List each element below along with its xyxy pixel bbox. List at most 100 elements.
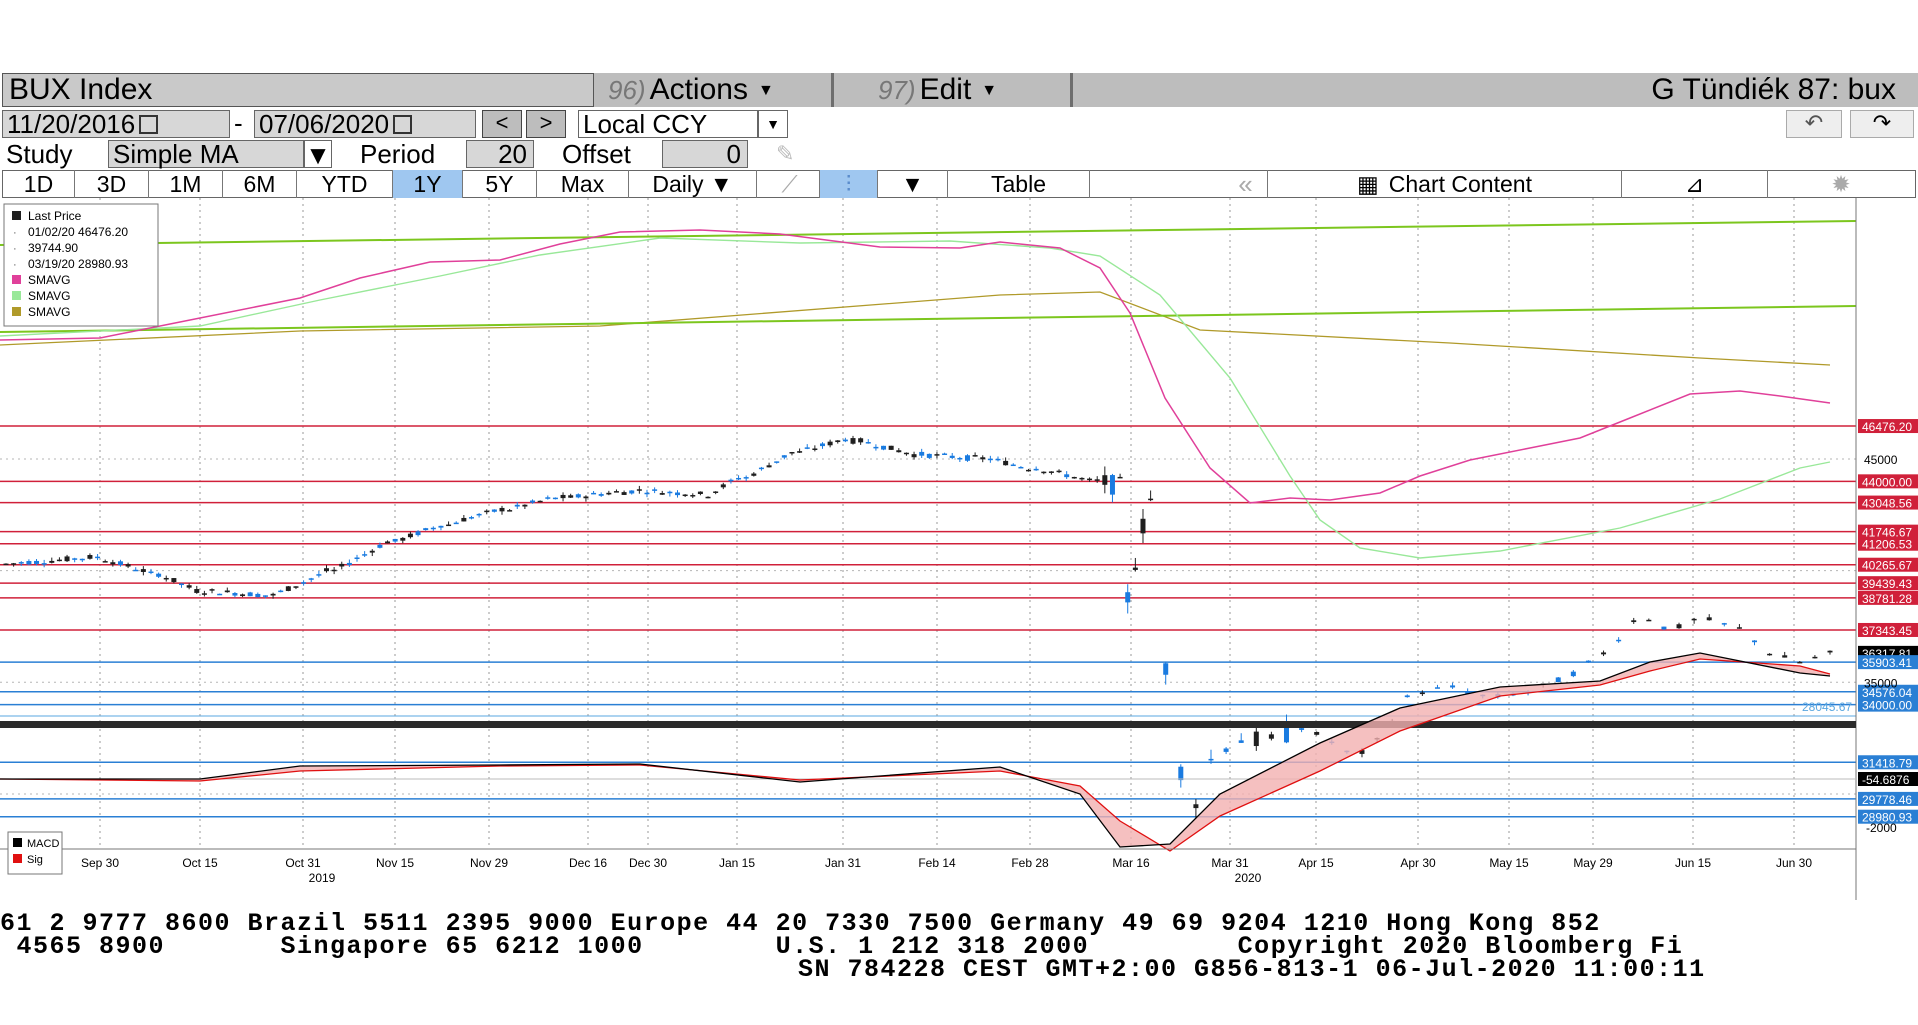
- candle: [560, 492, 566, 502]
- frequency-select[interactable]: Daily ▼: [629, 170, 757, 198]
- prev-period-button[interactable]: <: [482, 110, 522, 138]
- calendar-icon[interactable]: [139, 114, 159, 134]
- chevron-down-icon: ▼: [709, 171, 733, 197]
- gear-icon[interactable]: ✹: [1831, 171, 1851, 197]
- candle-body: [858, 438, 864, 443]
- pencil-icon[interactable]: ✎: [776, 141, 795, 166]
- actions-menu[interactable]: 96) Actions ▼: [608, 73, 774, 107]
- rewind-icon[interactable]: «: [1224, 170, 1268, 198]
- tab-1d[interactable]: 1D: [3, 170, 75, 198]
- x-tick-label: Oct 31: [285, 856, 321, 870]
- candle-body: [1585, 660, 1591, 663]
- candle: [1010, 463, 1016, 467]
- candle: [1253, 727, 1259, 751]
- candle: [865, 439, 871, 444]
- candle-body: [613, 491, 619, 493]
- candle: [751, 472, 757, 477]
- candle: [1087, 477, 1093, 482]
- next-period-button[interactable]: >: [526, 110, 566, 138]
- candle: [110, 559, 116, 567]
- table-button[interactable]: Table: [948, 170, 1090, 198]
- candle-body: [728, 479, 734, 482]
- candle-body: [942, 453, 948, 455]
- candle: [819, 442, 825, 449]
- candle-body: [690, 495, 696, 497]
- tab-5y[interactable]: 5Y: [463, 170, 537, 198]
- candle: [774, 461, 780, 464]
- candle: [278, 589, 284, 593]
- study-select[interactable]: Simple MA: [108, 140, 304, 168]
- calendar-icon[interactable]: [393, 114, 413, 134]
- end-date-field[interactable]: 07/06/2020: [254, 110, 476, 138]
- y-tick-label: 35000: [1864, 676, 1898, 690]
- price-tag-label: 31418.79: [1862, 756, 1912, 770]
- candle: [1721, 622, 1727, 627]
- candle: [575, 493, 581, 499]
- candle: [1631, 617, 1637, 624]
- candle: [1767, 653, 1773, 656]
- price-tag-box: [1858, 791, 1918, 806]
- candle-body: [285, 586, 291, 591]
- candle: [209, 588, 215, 594]
- currency-select[interactable]: Local CCY: [578, 110, 758, 138]
- candle: [613, 489, 619, 493]
- candle-body: [1631, 620, 1637, 623]
- frequency-label: Daily: [652, 171, 704, 197]
- candle: [942, 452, 948, 455]
- security-title[interactable]: BUX Index: [2, 73, 594, 107]
- chevron-down-icon[interactable]: ▼: [304, 140, 332, 170]
- candle-body: [850, 438, 856, 444]
- chevron-down-icon[interactable]: ▼: [758, 110, 788, 138]
- macd-value-label: -54.6876: [1862, 773, 1910, 787]
- candle-body: [461, 517, 467, 522]
- tab-ytd[interactable]: YTD: [297, 170, 393, 198]
- candle: [247, 591, 253, 597]
- candle-body: [148, 571, 154, 574]
- candle: [850, 435, 856, 445]
- candle: [1827, 650, 1833, 655]
- undo-icon[interactable]: ↶: [1786, 110, 1842, 138]
- candle-body: [1071, 476, 1077, 479]
- price-chart[interactable]: 46476.20 44000.00 43048.56 41746.6741206.53…: [0, 198, 1918, 900]
- candle-body: [377, 544, 383, 548]
- price-tag-label: 46476.20: [1862, 420, 1912, 434]
- chart-type-dropdown[interactable]: ▼: [878, 170, 948, 198]
- offset-input[interactable]: 0: [662, 140, 748, 168]
- candle: [1117, 473, 1123, 479]
- edit-menu[interactable]: 97) Edit ▼: [878, 73, 997, 107]
- ticker-line-3: SN 784228 CEST GMT+2:00 G856-813-1 06-Ju…: [798, 958, 1706, 982]
- candle: [1812, 655, 1818, 659]
- candle: [507, 508, 513, 512]
- candle-body: [797, 451, 803, 453]
- start-date-field[interactable]: 11/20/2016: [2, 110, 230, 138]
- candle-body: [1767, 653, 1773, 656]
- candle-body: [682, 494, 688, 497]
- candle-body: [1079, 477, 1085, 480]
- candle-body: [1736, 627, 1742, 629]
- line-chart-icon[interactable]: ⟋: [760, 170, 820, 198]
- annotate-icon[interactable]: ⊿: [1622, 170, 1768, 198]
- candle-body: [964, 455, 970, 461]
- candle-body: [1827, 650, 1833, 653]
- tab-3d[interactable]: 3D: [75, 170, 149, 198]
- tab-6m[interactable]: 6M: [223, 170, 297, 198]
- tab-max[interactable]: Max: [537, 170, 629, 198]
- redo-icon[interactable]: ↷: [1850, 110, 1914, 138]
- tab-1y[interactable]: 1Y: [393, 170, 463, 198]
- price-tag-box: [1858, 622, 1918, 637]
- x-tick-label: Mar 31: [1211, 856, 1249, 870]
- candle-body: [217, 593, 223, 596]
- candle-body: [1616, 639, 1622, 642]
- period-input[interactable]: 20: [466, 140, 534, 168]
- candle-body: [873, 446, 879, 449]
- candle: [1570, 670, 1576, 678]
- candle-body: [652, 489, 658, 491]
- candle-body: [896, 450, 902, 453]
- candle-body: [720, 484, 726, 488]
- chart-content-button[interactable]: ▦ Chart Content: [1268, 170, 1622, 198]
- candle-body: [1812, 656, 1818, 659]
- candle-chart-icon[interactable]: ⫶: [820, 170, 878, 198]
- tab-1m[interactable]: 1M: [149, 170, 223, 198]
- candle: [659, 490, 665, 495]
- x-tick-label: Sep 30: [81, 856, 119, 870]
